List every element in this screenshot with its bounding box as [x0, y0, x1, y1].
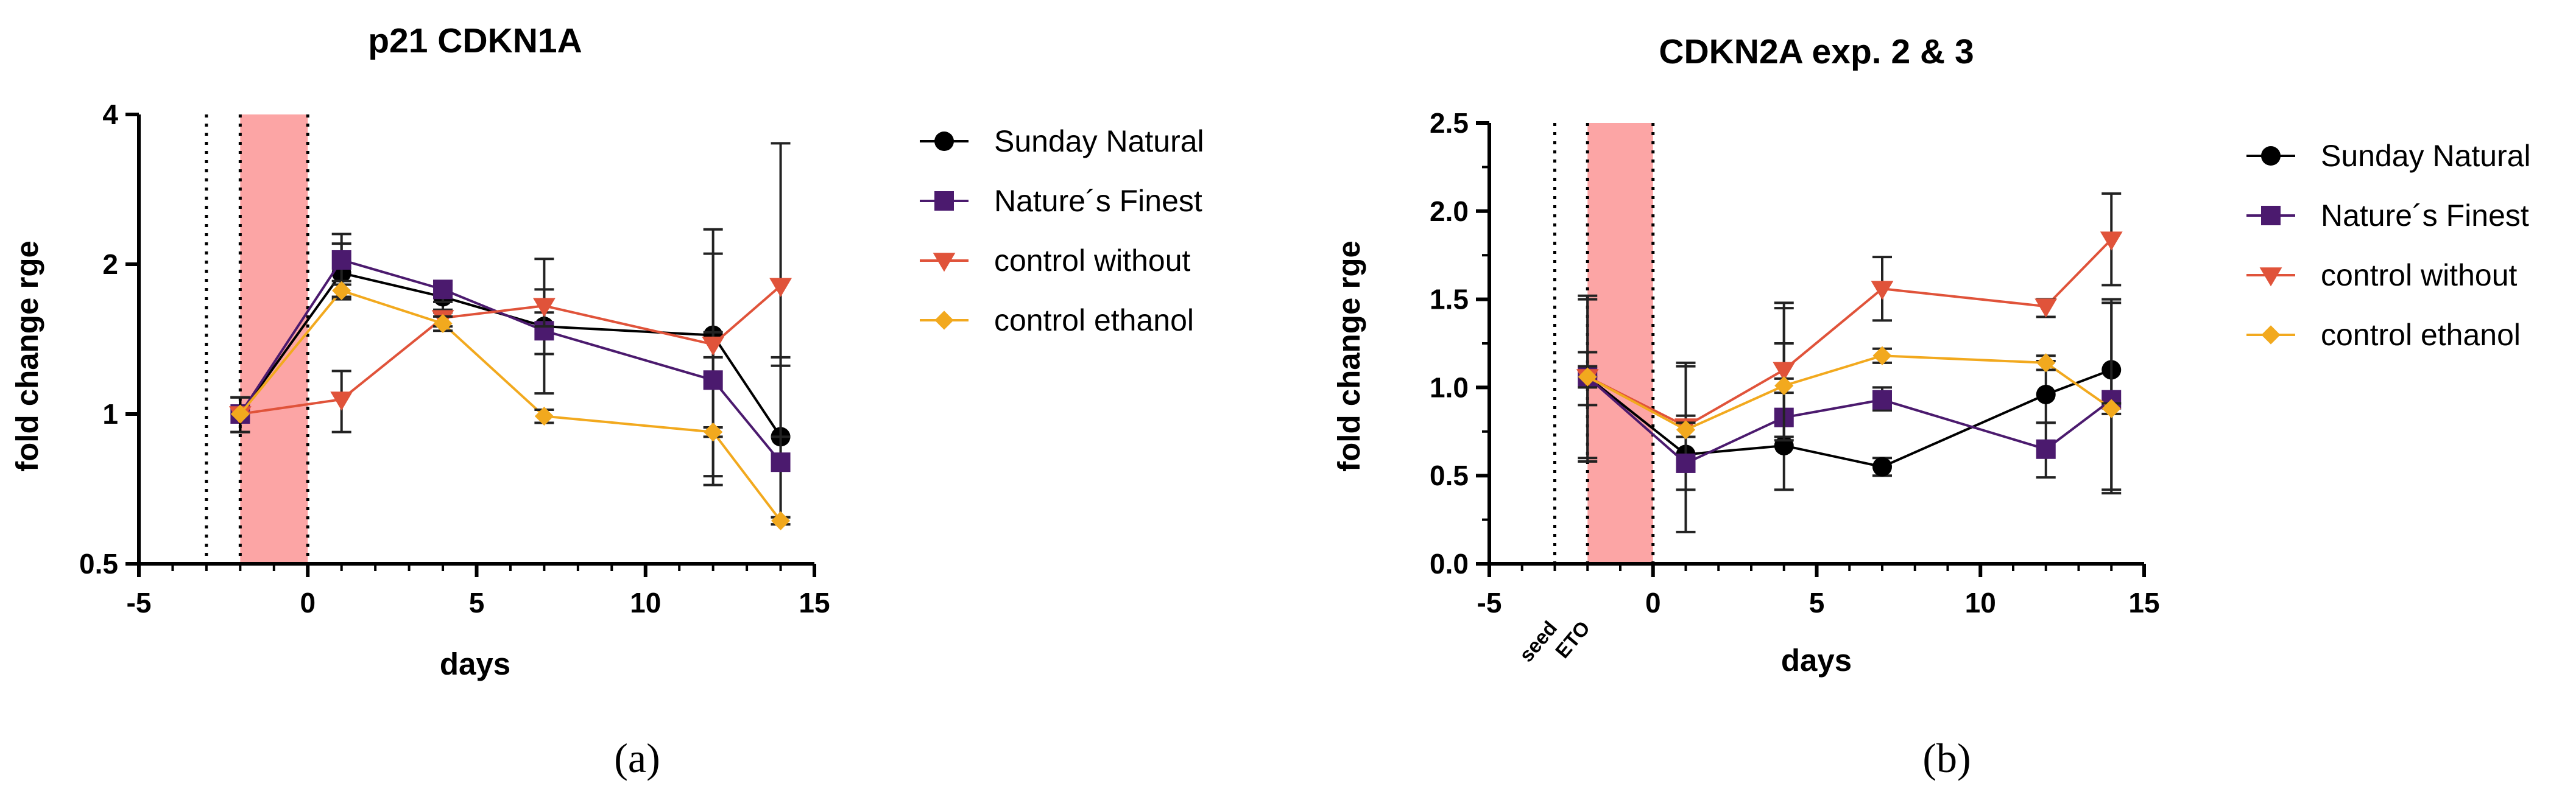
chart-a-legend-label-0: Sunday Natural [994, 124, 1204, 158]
chart-a-xlabel: days [440, 647, 510, 681]
chart-b-series-line [1586, 376, 2112, 465]
chart-a-legend-marker-3 [934, 311, 954, 330]
chart-a-data-point [330, 391, 353, 411]
chart-b-data-point [2036, 439, 2056, 459]
chart-a-legend-marker-2 [933, 253, 956, 272]
chart-b-xlabel: days [1781, 643, 1852, 678]
chart-b-data-point [1872, 346, 1892, 365]
chart-panel-a: p21 CDKN1A days fold change rge (a) 0.5 1… [10, 21, 1204, 781]
chart-a-title: p21 CDKN1A [368, 21, 582, 60]
chart-a-series-2 [228, 142, 792, 438]
chart-a-series-line [239, 289, 782, 522]
chart-b-ytick-label-4: 2.0 [1430, 195, 1469, 227]
chart-b-data-point [1578, 367, 1597, 387]
chart-b-title: CDKN2A exp. 2 & 3 [1659, 32, 1974, 71]
chart-a-data-point [703, 370, 723, 390]
chart-a-legend-label-1: Nature´s Finest [994, 184, 1202, 218]
chart-b-xtick-label-3: 10 [1965, 587, 1996, 619]
chart-a-data-point [230, 404, 250, 424]
chart-a-data-point [771, 452, 791, 472]
chart-b-data-point [2036, 384, 2056, 404]
chart-b-data-point [2101, 399, 2121, 418]
chart-a-data-point [332, 281, 351, 300]
chart-b-ytick-label-2: 1.0 [1430, 371, 1469, 403]
chart-b-xtick-label-1: 0 [1645, 587, 1661, 619]
chart-a-xtick-label-4: 15 [799, 587, 830, 619]
chart-a-legend-marker-0 [934, 132, 954, 151]
chart-a-series-line [240, 284, 782, 415]
chart-a-legend: Sunday Natural Nature´s Finest control wit… [920, 124, 1204, 337]
chart-b-ytick-label-1: 0.5 [1430, 460, 1469, 491]
seed-annotation: seed [1515, 617, 1562, 666]
panel-a-caption: (a) [614, 735, 660, 781]
chart-a-data-point [771, 511, 791, 531]
chart-a-series-1 [230, 233, 791, 519]
chart-b-data-point [2036, 353, 2056, 373]
chart-b-treatment-shade [1587, 123, 1653, 564]
chart-b-xtick-label-4: 15 [2128, 587, 2159, 619]
chart-a-series-3 [230, 281, 791, 531]
chart-b-ytick-label-5: 2.5 [1430, 107, 1469, 139]
chart-b-data-point [2100, 231, 2123, 251]
chart-a-xtick-label-0: -5 [127, 587, 152, 619]
chart-a-data-point [533, 298, 556, 317]
panel-b-caption: (b) [1922, 735, 1971, 781]
chart-b-data-point [1871, 281, 1894, 300]
chart-a-data-point [331, 250, 351, 270]
chart-b-data-point [1773, 362, 1796, 381]
chart-a-xtick-label-2: 5 [469, 587, 485, 619]
chart-a-data-point [702, 336, 725, 356]
chart-b-series-3 [1578, 346, 2122, 440]
chart-a-ytick-label-3: 4 [102, 99, 118, 130]
chart-a-ytick-label-0: 0.5 [79, 548, 118, 580]
chart-b-legend-marker-0 [2261, 146, 2281, 166]
chart-a-treatment-shade [240, 114, 308, 564]
chart-a-data-point [704, 422, 723, 442]
chart-b-legend: Sunday Natural Nature´s Finest control wit… [2246, 139, 2531, 352]
chart-b-xtick-label-2: 5 [1809, 587, 1825, 619]
chart-b-legend-label-3: control ethanol [2321, 318, 2521, 352]
chart-b-ylabel: fold change rge [1332, 240, 1366, 472]
chart-a-ylabel: fold change rge [10, 240, 44, 472]
chart-b-legend-label-0: Sunday Natural [2321, 139, 2531, 173]
chart-b-legend-label-1: Nature´s Finest [2321, 198, 2529, 233]
chart-b-series-line [1587, 354, 2112, 432]
chart-b-series-0 [1578, 294, 2122, 491]
chart-a-xtick-label-1: 0 [300, 587, 316, 619]
chart-b-ytick-label-3: 1.5 [1430, 284, 1469, 315]
chart-a-data-point [433, 279, 453, 300]
chart-b-legend-label-2: control without [2321, 258, 2517, 292]
chart-b-series-line [1587, 238, 2112, 428]
chart-b-ytick-label-0: 0.0 [1430, 548, 1469, 580]
chart-a-ytick-label-2: 2 [102, 248, 118, 280]
chart-b-data-point [1676, 453, 1696, 473]
chart-b-data-point [1872, 457, 1892, 477]
chart-a-legend-label-3: control ethanol [994, 303, 1194, 337]
chart-a-series-line [239, 272, 782, 438]
chart-a-data-point [534, 406, 554, 426]
chart-b-legend-marker-2 [2259, 267, 2282, 287]
chart-a-series-line [239, 258, 782, 463]
chart-a-data-point [769, 278, 792, 297]
chart-a-xtick-label-3: 10 [630, 587, 661, 619]
eto-annotation: ETO [1551, 617, 1595, 662]
chart-b-data-point [2034, 298, 2058, 318]
chart-a-ytick-label-1: 1 [102, 398, 118, 430]
chart-b-legend-marker-1 [2261, 206, 2281, 225]
chart-b-data-point [1676, 420, 1696, 440]
chart-b-data-point [1774, 376, 1794, 396]
chart-panel-b: CDKN2A exp. 2 & 3 days fold change rge (… [1332, 32, 2531, 781]
chart-b-data-point [1872, 390, 1892, 410]
chart-b-xtick-label-0: -5 [1477, 587, 1502, 619]
chart-b-legend-marker-3 [2261, 325, 2281, 345]
chart-b-series-line [1587, 368, 2112, 468]
chart-a-data-point [433, 314, 453, 333]
chart-a-legend-marker-1 [934, 191, 954, 211]
chart-a-legend-label-2: control without [994, 244, 1190, 278]
